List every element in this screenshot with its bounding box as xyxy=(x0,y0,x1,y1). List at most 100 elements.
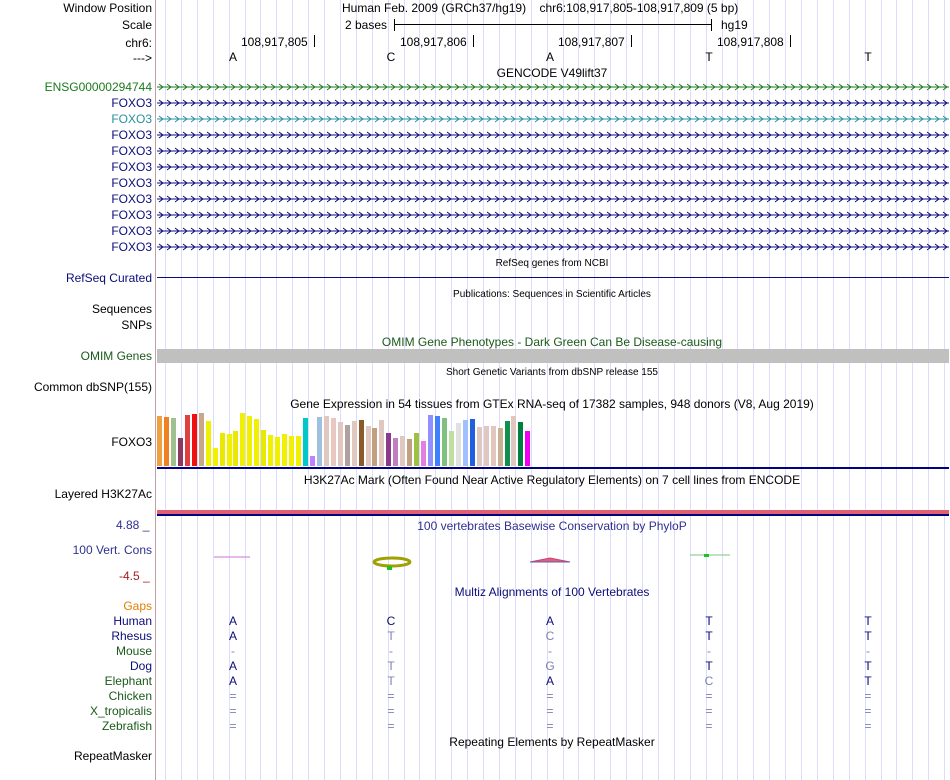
gtex-tissue-bar[interactable] xyxy=(226,434,232,466)
gtex-tissue-bar[interactable] xyxy=(289,436,295,466)
dbsnp-title[interactable]: Short Genetic Variants from dbSNP releas… xyxy=(446,367,658,378)
multiz-species-label[interactable]: Elephant xyxy=(104,674,152,688)
gtex-tissue-bar[interactable] xyxy=(212,448,218,466)
multiz-species-label[interactable]: Chicken xyxy=(108,689,152,703)
gtex-tissue-bar[interactable] xyxy=(407,439,413,466)
multiz-species-label[interactable]: Dog xyxy=(129,659,152,673)
gtex-tissue-bar[interactable] xyxy=(344,425,350,466)
h3k27ac-label[interactable]: Layered H3K27Ac xyxy=(54,487,152,501)
gtex-tissue-bar[interactable] xyxy=(441,418,447,466)
gtex-tissue-bar[interactable] xyxy=(275,437,281,466)
gtex-tissue-bar[interactable] xyxy=(184,415,190,466)
gtex-tissue-bar[interactable] xyxy=(414,433,420,466)
dbsnp-label[interactable]: Common dbSNP(155) xyxy=(33,380,152,394)
h3k27ac-title[interactable]: H3K27Ac Mark (Often Found Near Active Re… xyxy=(303,473,801,487)
gencode-transcript[interactable] xyxy=(157,210,949,220)
gtex-tissue-bar[interactable] xyxy=(448,431,454,466)
conservation-wiggle[interactable] xyxy=(157,540,949,580)
gencode-transcript[interactable] xyxy=(157,242,949,252)
gtex-tissue-bar[interactable] xyxy=(157,416,162,466)
gencode-track-label[interactable]: FOXO3 xyxy=(111,224,152,238)
gtex-tissue-bar[interactable] xyxy=(518,422,524,466)
gtex-tissue-bar[interactable] xyxy=(240,413,246,466)
gencode-transcript[interactable] xyxy=(157,162,949,172)
gencode-transcript[interactable] xyxy=(157,226,949,236)
gtex-tissue-bar[interactable] xyxy=(525,431,531,466)
multiz-title[interactable]: Multiz Alignments of 100 Vertebrates xyxy=(454,585,650,599)
gencode-transcript[interactable] xyxy=(157,82,949,92)
gencode-transcript[interactable] xyxy=(157,194,949,204)
omim-label[interactable]: OMIM Genes xyxy=(80,349,152,363)
gtex-tissue-bar[interactable] xyxy=(268,435,274,466)
gencode-track-label[interactable]: FOXO3 xyxy=(111,176,152,190)
gtex-tissue-bar[interactable] xyxy=(365,426,371,466)
repeatmasker-label[interactable]: RepeatMasker xyxy=(73,749,152,763)
gencode-transcript[interactable] xyxy=(157,130,949,140)
gtex-tissue-bar[interactable] xyxy=(455,423,461,466)
multiz-species-label[interactable]: X_tropicalis xyxy=(89,704,152,718)
gtex-tissue-bar[interactable] xyxy=(476,427,482,466)
gencode-transcript[interactable] xyxy=(157,114,949,124)
gtex-tissue-bar[interactable] xyxy=(428,415,434,466)
gtex-tissue-bar[interactable] xyxy=(393,438,399,466)
sequences-label[interactable]: Sequences xyxy=(91,302,152,316)
gtex-tissue-bar[interactable] xyxy=(330,418,336,466)
gtex-tissue-bar[interactable] xyxy=(400,436,406,466)
gtex-tissue-bar[interactable] xyxy=(309,456,315,466)
gtex-tissue-bar[interactable] xyxy=(372,428,378,466)
multiz-species-label[interactable]: Human xyxy=(113,614,152,628)
gtex-tissue-bar[interactable] xyxy=(386,433,392,466)
gtex-tissue-bar[interactable] xyxy=(191,414,197,466)
gtex-tissue-bar[interactable] xyxy=(337,422,343,466)
multiz-species-label[interactable]: Rhesus xyxy=(111,629,152,643)
refseq-label[interactable]: RefSeq Curated xyxy=(65,271,152,285)
gencode-track-label[interactable]: FOXO3 xyxy=(111,240,152,254)
gtex-tissue-bar[interactable] xyxy=(205,421,211,466)
gtex-tissue-bar[interactable] xyxy=(177,438,183,466)
h3k27ac-signal[interactable] xyxy=(157,510,949,514)
refseq-title[interactable]: RefSeq genes from NCBI xyxy=(495,258,609,269)
gtex-tissue-bar[interactable] xyxy=(254,419,260,466)
publications-title[interactable]: Publications: Sequences in Scientific Ar… xyxy=(453,289,651,300)
gencode-track-label[interactable]: FOXO3 xyxy=(111,144,152,158)
gtex-tissue-bar[interactable] xyxy=(163,417,169,466)
gtex-tissue-bar[interactable] xyxy=(469,419,475,466)
gtex-tissue-bar[interactable] xyxy=(261,430,267,466)
gtex-tissue-bar[interactable] xyxy=(435,416,440,466)
repeatmasker-title[interactable]: Repeating Elements by RepeatMasker xyxy=(449,735,655,749)
refseq-line[interactable] xyxy=(157,277,949,278)
gtex-tissue-bar[interactable] xyxy=(351,421,357,466)
gtex-bar-chart[interactable] xyxy=(157,411,537,466)
gtex-tissue-bar[interactable] xyxy=(198,413,204,466)
conservation-label[interactable]: 100 Vert. Cons xyxy=(72,543,152,557)
gencode-track-label[interactable]: FOXO3 xyxy=(111,96,152,110)
gtex-tissue-bar[interactable] xyxy=(296,436,301,466)
gtex-tissue-bar[interactable] xyxy=(282,434,288,466)
gtex-tissue-bar[interactable] xyxy=(170,418,176,466)
gencode-track-label[interactable]: FOXO3 xyxy=(111,112,152,126)
gencode-transcript[interactable] xyxy=(157,146,949,156)
gencode-title[interactable]: GENCODE V49lift37 xyxy=(496,66,608,80)
gtex-tissue-bar[interactable] xyxy=(497,428,503,466)
gencode-track-label[interactable]: ENSG00000294744 xyxy=(44,80,152,94)
multiz-species-label[interactable]: Zebrafish xyxy=(101,719,152,733)
gtex-tissue-bar[interactable] xyxy=(462,420,468,466)
gencode-track-label[interactable]: FOXO3 xyxy=(111,128,152,142)
conservation-title[interactable]: 100 vertebrates Basewise Conservation by… xyxy=(417,519,687,533)
gtex-tissue-bar[interactable] xyxy=(219,433,225,466)
gtex-tissue-bar[interactable] xyxy=(302,418,308,466)
gtex-tissue-bar[interactable] xyxy=(511,416,517,466)
gtex-tissue-bar[interactable] xyxy=(233,431,239,466)
gtex-tissue-bar[interactable] xyxy=(490,426,496,466)
gtex-label[interactable]: FOXO3 xyxy=(111,435,152,449)
gtex-tissue-bar[interactable] xyxy=(358,420,364,466)
multiz-species-label[interactable]: Mouse xyxy=(115,644,152,658)
omim-bar[interactable] xyxy=(157,349,949,363)
gtex-tissue-bar[interactable] xyxy=(504,421,510,466)
gencode-track-label[interactable]: FOXO3 xyxy=(111,192,152,206)
gtex-tissue-bar[interactable] xyxy=(316,417,322,466)
gtex-tissue-bar[interactable] xyxy=(421,441,427,466)
gtex-tissue-bar[interactable] xyxy=(379,420,385,466)
gencode-track-label[interactable]: FOXO3 xyxy=(111,160,152,174)
gtex-tissue-bar[interactable] xyxy=(247,416,253,466)
